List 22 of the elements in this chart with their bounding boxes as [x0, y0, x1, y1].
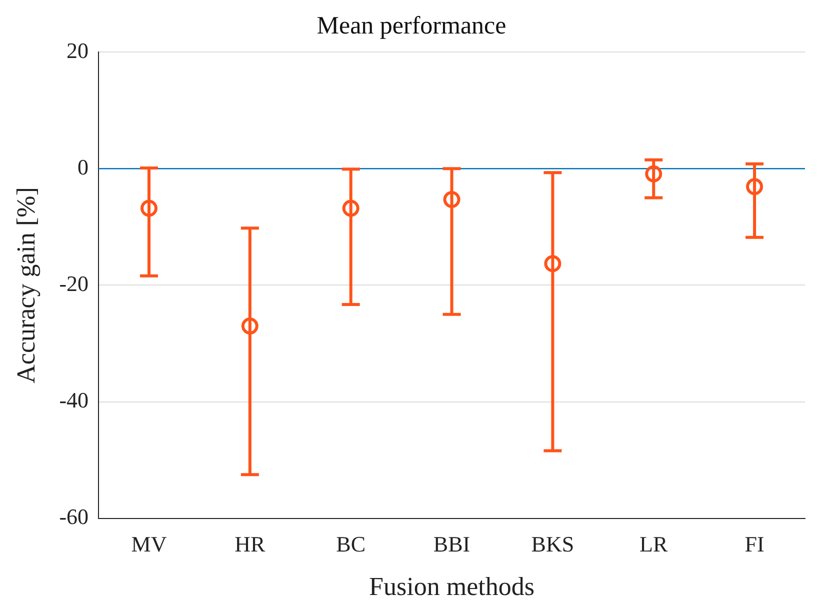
chart-title: Mean performance	[316, 12, 506, 40]
y-tick-label: 20	[66, 38, 89, 63]
y-tick-label: -60	[59, 504, 89, 530]
y-tick-label: -20	[59, 270, 89, 296]
point	[140, 200, 158, 217]
x-tick-label: MV	[131, 531, 167, 556]
point	[342, 200, 360, 217]
x-tick-label: BC	[336, 531, 366, 556]
y-tick-label: -40	[59, 388, 89, 413]
x-tick-label: LR	[640, 531, 668, 556]
x-axis-title: Fusion methods	[369, 572, 534, 602]
point	[645, 165, 662, 182]
point	[544, 255, 562, 272]
x-tick-label: BBI	[433, 531, 470, 556]
x-tick-label: HR	[234, 531, 266, 556]
point	[443, 191, 460, 208]
x-tick-label: BKS	[531, 531, 574, 556]
y-axis-title: Accuracy gain [%]	[11, 187, 40, 384]
point	[241, 318, 258, 335]
point	[746, 178, 764, 196]
x-tick-label: FI	[744, 531, 764, 556]
y-tick-label: 0	[78, 154, 89, 180]
